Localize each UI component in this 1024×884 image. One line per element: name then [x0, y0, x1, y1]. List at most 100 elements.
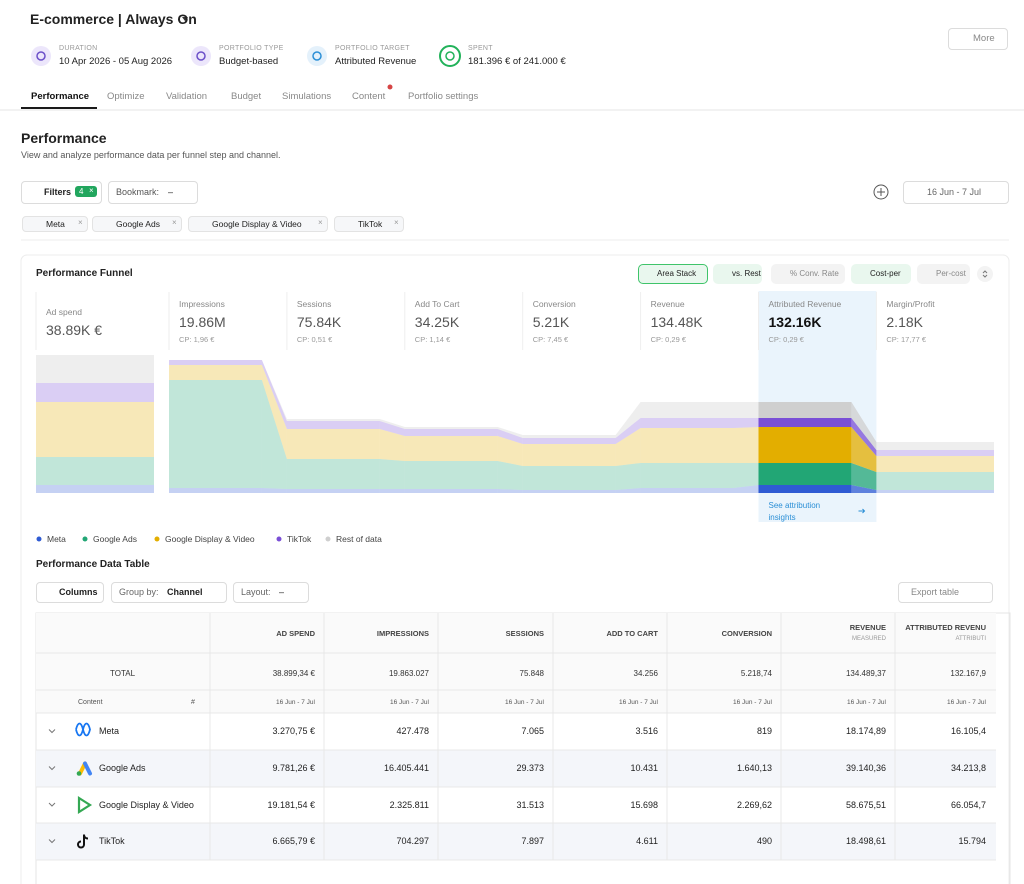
- cell: 2.325.811: [389, 799, 429, 810]
- section-title: Performance: [21, 130, 107, 146]
- channel-chip[interactable]: [188, 216, 328, 232]
- row-name[interactable]: Meta: [99, 726, 120, 736]
- stack-segment: [522, 438, 616, 444]
- stack-transition: [733, 418, 759, 428]
- meta-label: SPENT: [468, 45, 493, 52]
- toggle-pill[interactable]: [771, 264, 845, 284]
- group-dropdown[interactable]: [111, 582, 227, 603]
- stack-segment: [169, 380, 262, 488]
- stack-segment: [758, 418, 852, 427]
- stack-segment: [36, 402, 154, 457]
- card: [20, 254, 1010, 884]
- column-header: ATTRIBUTED REVENU: [905, 623, 986, 632]
- layout-dropdown[interactable]: [233, 582, 309, 603]
- cell: 31.513: [516, 799, 544, 810]
- metric-value: 2.18K: [886, 314, 923, 330]
- legend-dot: [276, 536, 282, 542]
- stack-segment: [876, 442, 994, 450]
- cell: 16.105,4: [950, 726, 986, 736]
- cell: 15.698: [630, 799, 658, 810]
- date-cell: 16 Jun - 7 Jul: [618, 699, 658, 706]
- stack-transition: [379, 419, 405, 429]
- column-header: SESSIONS: [505, 629, 544, 638]
- export-button[interactable]: [898, 582, 993, 603]
- tiktok-logo: [77, 834, 89, 849]
- toggle-pill[interactable]: [851, 264, 911, 284]
- dv-logo: [77, 795, 93, 815]
- stack-transition: [261, 488, 287, 493]
- bookmark-dropdown[interactable]: [108, 181, 198, 204]
- expand-chevron: [48, 839, 56, 844]
- metric-value: 134.48K: [650, 314, 703, 330]
- group-label: Group by:: [119, 587, 159, 597]
- channel-chip[interactable]: [334, 216, 404, 232]
- chip-remove: ×: [394, 218, 399, 227]
- legend-label: Rest of data: [336, 534, 382, 544]
- legend-dot: [36, 536, 42, 542]
- meta-icon: [31, 46, 51, 66]
- stack-segment: [758, 427, 852, 463]
- date-cell: 16 Jun - 7 Jul: [275, 699, 315, 706]
- columns-button[interactable]: [36, 582, 104, 603]
- tab[interactable]: Validation: [166, 91, 208, 102]
- toggle-pill[interactable]: [917, 264, 970, 284]
- row-name[interactable]: Google Display & Video: [99, 799, 194, 810]
- date-cell: 16 Jun - 7 Jul: [946, 699, 986, 706]
- toggle-pill[interactable]: [713, 264, 762, 284]
- column-header: AD SPEND: [276, 629, 315, 638]
- cell: 1.640,13: [736, 763, 772, 773]
- toggle-label: Per-cost: [936, 269, 966, 278]
- expand-chevron: [48, 802, 56, 807]
- toggle-label: vs. Rest: [732, 269, 761, 278]
- attribution-link[interactable]: See attribution insights: [768, 501, 821, 522]
- cell: 15.794: [958, 836, 986, 846]
- column-subheader: MEASURED: [851, 636, 886, 642]
- more-button[interactable]: [948, 28, 1008, 50]
- chip-label: Meta: [46, 219, 65, 229]
- clear-icon: ×: [89, 186, 94, 195]
- cell: 29.373: [516, 763, 544, 773]
- cell: 19.181,54 €: [267, 799, 315, 810]
- stack-transition: [379, 421, 405, 436]
- export-label: Export table: [911, 587, 960, 597]
- channel-chip[interactable]: [22, 216, 88, 232]
- tab[interactable]: Content: [352, 91, 386, 102]
- metric-label: Sessions: [296, 299, 332, 309]
- legend-label: TikTok: [287, 534, 312, 544]
- meta-label: DURATION: [59, 45, 98, 52]
- meta-logo: [75, 722, 91, 737]
- layout-label: Layout:: [241, 587, 271, 597]
- toggle-pill[interactable]: [638, 264, 708, 284]
- stack-transition: [379, 429, 405, 461]
- section-subtitle: View and analyze performance data per fu…: [21, 150, 281, 160]
- stack-segment: [286, 429, 380, 459]
- google-ads-logo: [76, 771, 82, 776]
- stack-segment: [876, 472, 994, 490]
- cell: 10.431: [630, 763, 658, 773]
- stack-segment: [169, 365, 262, 380]
- tab[interactable]: Performance: [31, 91, 90, 102]
- filter-count: 4: [75, 186, 98, 197]
- stack-segment: [876, 456, 994, 472]
- stack-segment: [640, 488, 734, 493]
- tab[interactable]: Optimize: [107, 91, 145, 102]
- date-cell: 16 Jun - 7 Jul: [732, 699, 772, 706]
- row-name[interactable]: Google Ads: [99, 763, 146, 773]
- page-title: E-commerce | Always On: [30, 11, 197, 27]
- meta-value: 10 Apr 2026 - 05 Aug 2026: [59, 56, 173, 67]
- stack-transition: [733, 427, 759, 463]
- cell: 819: [756, 726, 772, 736]
- tab[interactable]: Portfolio settings: [408, 91, 479, 102]
- meta-icon: [439, 45, 461, 67]
- row-name[interactable]: TikTok: [99, 836, 125, 846]
- stack-transition: [261, 380, 287, 489]
- stack-transition: [851, 402, 877, 450]
- metric-label: Add To Cart: [414, 299, 460, 309]
- tab[interactable]: Budget: [231, 91, 262, 102]
- stack-transition: [497, 427, 523, 438]
- date-button[interactable]: [903, 181, 1009, 204]
- channel-chip[interactable]: [92, 216, 182, 232]
- tab[interactable]: Simulations: [282, 91, 332, 102]
- stack-segment: [758, 402, 852, 418]
